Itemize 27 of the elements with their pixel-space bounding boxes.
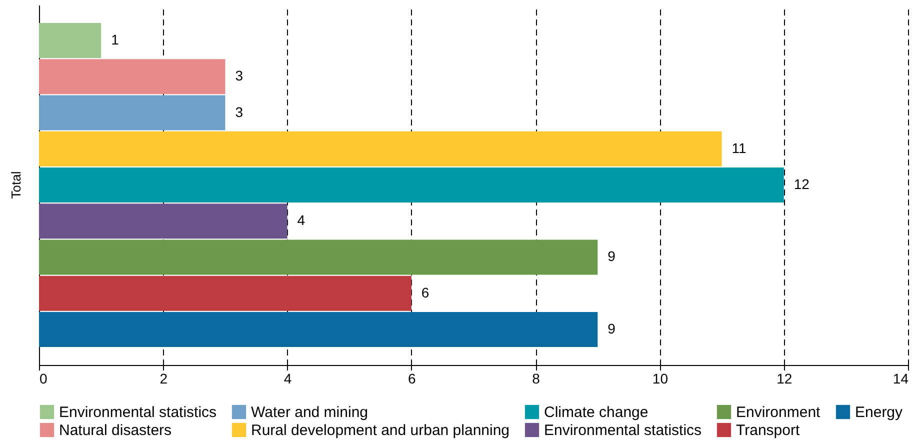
x-tick-label: 2 <box>160 370 168 386</box>
legend-label: Environmental statistics <box>59 404 217 421</box>
x-tick-label: 0 <box>40 370 48 386</box>
legend-label: Transport <box>736 422 800 439</box>
x-tick-label: 6 <box>408 370 416 386</box>
x-tick-label: 12 <box>776 370 792 386</box>
x-tick-label: 14 <box>892 370 909 386</box>
x-tick-label: 4 <box>284 370 292 386</box>
data-label: 3 <box>235 68 244 84</box>
data-label: 6 <box>421 284 430 300</box>
x-tick-label: 8 <box>532 370 540 386</box>
data-label: 4 <box>297 212 306 228</box>
legend-label: Climate change <box>544 404 648 421</box>
legend-label: Environmental statistics <box>544 422 702 439</box>
data-label: 3 <box>235 104 244 120</box>
data-label: 1 <box>111 32 120 48</box>
x-tick-label: 10 <box>652 370 668 386</box>
legend-label: Energy <box>855 404 904 421</box>
data-label: 9 <box>608 248 616 264</box>
y-tick-label: Total <box>8 171 24 199</box>
legend-label: Natural disasters <box>59 422 172 439</box>
legend-label: Environment <box>736 404 822 421</box>
legend-label: Rural development and urban planning <box>251 422 510 439</box>
data-label: 9 <box>608 320 616 336</box>
data-label: 12 <box>794 176 810 192</box>
legend-label: Water and mining <box>251 404 368 421</box>
data-label: 11 <box>732 140 747 156</box>
